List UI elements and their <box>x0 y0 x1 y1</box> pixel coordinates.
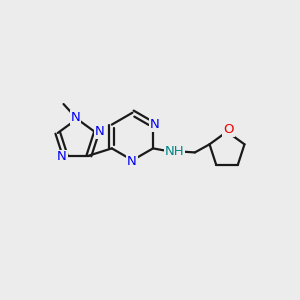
Text: N: N <box>95 125 104 138</box>
Text: N: N <box>71 111 81 124</box>
Text: N: N <box>149 118 159 131</box>
Text: N: N <box>57 150 67 164</box>
Text: O: O <box>223 123 234 136</box>
Text: NH: NH <box>165 145 184 158</box>
Text: N: N <box>127 155 137 168</box>
